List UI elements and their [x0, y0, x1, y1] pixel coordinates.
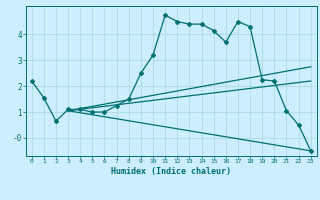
X-axis label: Humidex (Indice chaleur): Humidex (Indice chaleur) — [111, 167, 231, 176]
